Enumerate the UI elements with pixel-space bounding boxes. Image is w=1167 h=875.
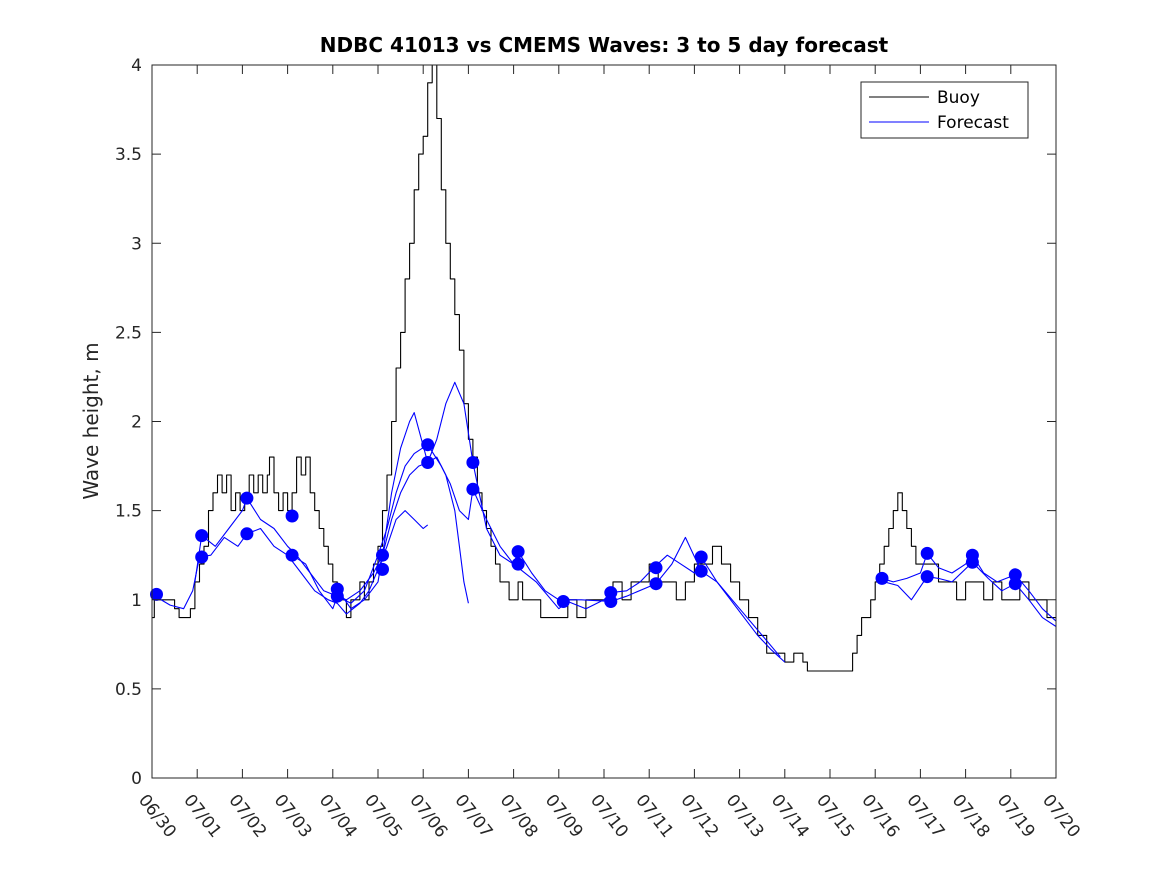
- y-tick-label: 0.5: [115, 680, 142, 700]
- forecast-marker: [649, 561, 663, 575]
- forecast-marker: [556, 595, 570, 608]
- legend-box: [860, 81, 1029, 139]
- forecast-marker: [330, 589, 344, 603]
- forecast-marker: [1008, 577, 1022, 591]
- forecast-marker: [195, 529, 209, 543]
- forecast-marker: [150, 587, 163, 601]
- forecast-marker: [285, 509, 299, 523]
- y-tick-label: 2.5: [115, 323, 142, 343]
- buoy-series-line: [152, 64, 1056, 672]
- forecast-marker: [694, 550, 708, 564]
- y-tick-label: 2: [131, 413, 142, 433]
- legend-label-buoy: Buoy: [937, 88, 980, 108]
- forecast-marker: [604, 586, 618, 600]
- legend-label-forecast: Forecast: [937, 113, 1009, 133]
- y-tick-label: 1.5: [115, 502, 142, 522]
- forecast-marker: [511, 557, 525, 571]
- forecast-series-line-3: [291, 444, 519, 610]
- forecast-marker: [511, 545, 525, 559]
- y-axis: 0 0.5 1 1.5 2 2.5 3 3.5 4: [115, 56, 1056, 789]
- forecast-marker: [466, 482, 480, 496]
- forecast-marker: [421, 456, 435, 469]
- forecast-marker: [376, 562, 389, 576]
- forecast-marker: [604, 595, 618, 608]
- forecast-marker: [920, 546, 934, 560]
- forecast-marker: [694, 564, 708, 578]
- y-tick-label: 3.5: [115, 145, 142, 165]
- forecast-marker: [240, 491, 254, 505]
- series-layer: [151, 64, 1057, 672]
- forecast-marker: [875, 571, 889, 585]
- forecast-marker: [195, 550, 209, 564]
- y-axis-label: Wave height, m: [79, 342, 103, 499]
- forecast-marker: [240, 527, 254, 541]
- forecast-marker: [965, 555, 979, 569]
- forecast-marker: [649, 577, 663, 591]
- forecast-marker: [920, 570, 934, 584]
- y-tick-label: 4: [131, 56, 142, 76]
- forecast-marker: [421, 438, 435, 452]
- legend: Buoy Forecast: [860, 81, 1029, 139]
- y-tick-label: 1: [131, 591, 142, 611]
- y-tick-label: 0: [131, 769, 142, 789]
- forecast-marker: [376, 548, 389, 562]
- forecast-marker: [466, 456, 480, 469]
- forecast-marker: [285, 548, 299, 562]
- plot-area: [152, 65, 1056, 778]
- y-tick-label: 3: [131, 234, 142, 254]
- forecast-series-line-7: [881, 552, 1057, 622]
- marker-layer: [150, 438, 1022, 608]
- forecast-series-line-5: [513, 554, 786, 663]
- forecast-marker: [1008, 568, 1022, 582]
- chart-title: NDBC 41013 vs CMEMS Waves: 3 to 5 day fo…: [320, 33, 889, 57]
